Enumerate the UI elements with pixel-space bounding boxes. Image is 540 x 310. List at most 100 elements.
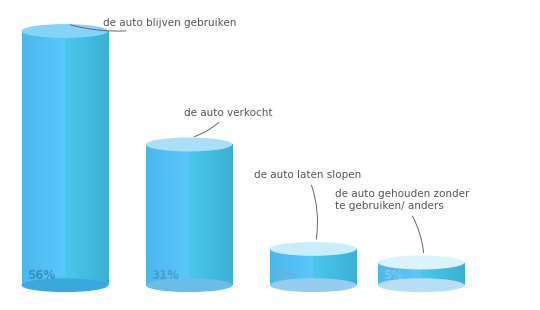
- Bar: [322, 249, 323, 285]
- Bar: [332, 249, 333, 285]
- Bar: [295, 249, 296, 285]
- Bar: [340, 249, 342, 285]
- Ellipse shape: [146, 278, 232, 292]
- Bar: [227, 144, 228, 285]
- Bar: [180, 144, 182, 285]
- Bar: [301, 249, 303, 285]
- Bar: [314, 249, 316, 285]
- Bar: [378, 263, 380, 285]
- Bar: [91, 31, 92, 285]
- Bar: [441, 263, 442, 285]
- Bar: [58, 31, 60, 285]
- Bar: [33, 31, 35, 285]
- Bar: [432, 263, 434, 285]
- Bar: [154, 144, 156, 285]
- Bar: [67, 31, 69, 285]
- Bar: [199, 144, 200, 285]
- Bar: [418, 263, 420, 285]
- Bar: [190, 144, 192, 285]
- Bar: [26, 31, 28, 285]
- Bar: [299, 249, 301, 285]
- Text: de auto gehouden zonder
te gebruiken/ anders: de auto gehouden zonder te gebruiken/ an…: [335, 189, 469, 253]
- Bar: [87, 31, 89, 285]
- Bar: [225, 144, 226, 285]
- Bar: [297, 249, 299, 285]
- Bar: [219, 144, 221, 285]
- Bar: [51, 31, 52, 285]
- Bar: [99, 31, 101, 285]
- Text: de auto blijven gebruiken: de auto blijven gebruiken: [70, 18, 236, 31]
- Text: de auto verkocht: de auto verkocht: [184, 108, 272, 137]
- Bar: [23, 31, 24, 285]
- Bar: [271, 249, 273, 285]
- Bar: [210, 144, 211, 285]
- Bar: [228, 144, 230, 285]
- Bar: [444, 263, 446, 285]
- Bar: [192, 144, 194, 285]
- Bar: [315, 249, 317, 285]
- Bar: [66, 31, 68, 285]
- Text: 56%: 56%: [27, 269, 55, 282]
- Bar: [85, 31, 87, 285]
- Bar: [83, 31, 85, 285]
- Bar: [384, 263, 386, 285]
- Bar: [419, 263, 421, 285]
- Bar: [82, 31, 84, 285]
- Bar: [352, 249, 354, 285]
- Bar: [68, 31, 70, 285]
- Bar: [165, 144, 167, 285]
- Bar: [150, 144, 152, 285]
- Ellipse shape: [378, 255, 464, 269]
- Bar: [35, 31, 36, 285]
- Bar: [443, 263, 444, 285]
- Bar: [36, 31, 37, 285]
- Bar: [179, 144, 181, 285]
- Bar: [343, 249, 345, 285]
- Bar: [178, 144, 180, 285]
- Bar: [330, 249, 332, 285]
- Bar: [294, 249, 295, 285]
- Bar: [348, 249, 349, 285]
- Bar: [59, 31, 61, 285]
- Bar: [186, 144, 187, 285]
- Bar: [75, 31, 76, 285]
- Bar: [55, 31, 57, 285]
- Bar: [105, 31, 106, 285]
- Bar: [354, 249, 356, 285]
- Bar: [215, 144, 217, 285]
- Bar: [417, 263, 418, 285]
- Bar: [450, 263, 452, 285]
- Bar: [386, 263, 387, 285]
- Bar: [226, 144, 227, 285]
- Bar: [176, 144, 178, 285]
- Bar: [284, 249, 286, 285]
- Bar: [86, 31, 88, 285]
- Bar: [411, 263, 413, 285]
- Bar: [459, 263, 461, 285]
- Bar: [172, 144, 173, 285]
- Bar: [286, 249, 288, 285]
- Bar: [415, 263, 416, 285]
- Bar: [298, 249, 300, 285]
- Bar: [408, 263, 410, 285]
- Ellipse shape: [270, 278, 356, 292]
- Bar: [440, 263, 441, 285]
- Bar: [285, 249, 287, 285]
- Bar: [280, 249, 281, 285]
- Bar: [84, 31, 86, 285]
- Bar: [31, 31, 33, 285]
- Bar: [426, 263, 427, 285]
- Bar: [207, 144, 209, 285]
- Bar: [431, 263, 433, 285]
- Bar: [396, 263, 398, 285]
- Bar: [380, 263, 382, 285]
- Bar: [63, 31, 64, 285]
- Bar: [206, 144, 208, 285]
- Bar: [54, 31, 56, 285]
- Bar: [202, 144, 204, 285]
- Bar: [416, 263, 417, 285]
- Bar: [93, 31, 94, 285]
- Bar: [52, 31, 53, 285]
- Bar: [393, 263, 395, 285]
- Bar: [310, 249, 312, 285]
